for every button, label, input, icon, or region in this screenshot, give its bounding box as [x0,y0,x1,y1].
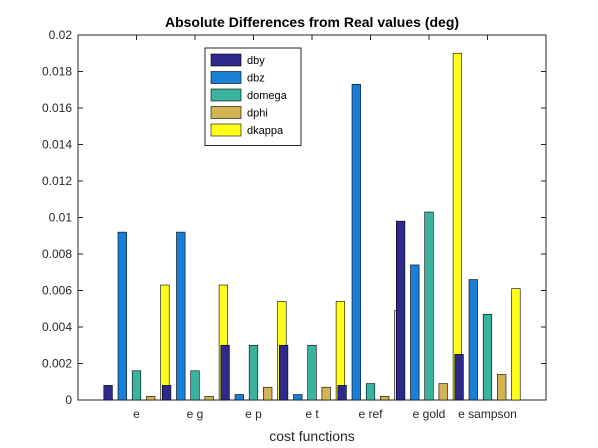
bar-dby [454,354,464,401]
legend-swatch-dkappa [210,123,242,137]
legend-label-dbz: dbz [247,73,265,85]
bar-domega [190,370,200,401]
bar-dby [395,220,406,401]
bar-dby [103,385,113,401]
bar-series-group [103,52,521,401]
legend-label-domega: domega [247,90,288,102]
bar-dphi [263,386,273,401]
bar-dby [220,344,230,401]
bar-dbz [234,394,244,401]
y-tick-label: 0.01 [49,211,73,225]
y-tick-label: 0.016 [42,101,72,115]
bar-dphi [321,386,331,401]
legend-label-dby: dby [247,55,265,67]
bar-dby [162,385,172,401]
x-tick-label: e ref [358,407,383,421]
x-axis-label: cost functions [269,428,355,444]
legend-swatch-dphi [210,106,242,119]
x-tick-label: e sampson [458,407,517,421]
y-tick-label: 0.018 [42,65,72,79]
x-tick-label: e t [305,407,319,421]
bar-dby [337,385,347,401]
x-tick-label: e g [187,407,204,421]
legend-swatch-dby [210,53,242,67]
legend-label-dkappa: dkappa [247,125,284,137]
y-tick-label: 0.02 [49,28,73,42]
y-tick-label: 0.006 [42,284,72,298]
x-axis: e e g e p e t e ref e gold e sampson [133,35,517,421]
bar-dphi [438,383,448,401]
bar-dphi [204,396,214,401]
legend-swatch-dbz [210,71,242,84]
bar-dbz [176,231,186,401]
bar-domega [307,344,317,401]
bar-dkappa [452,52,463,401]
y-axis: 0 0.002 0.004 0.006 0.008 0.01 0.012 0.014 0.016… [42,28,546,407]
x-tick-label: e gold [413,407,446,421]
bar-dphi [146,396,156,401]
y-tick-label: 0.002 [42,357,72,371]
legend-label-dphi: dphi [247,108,268,120]
chart-title: Absolute Differences from Real values (d… [165,14,459,30]
bar-domega [424,211,434,401]
bar-dkappa [511,288,521,401]
y-tick-label: 0.004 [42,320,72,334]
bar-domega [482,313,493,401]
bar-dphi [497,374,507,401]
legend: dby dbz domega dphi dkappa [204,47,302,146]
y-tick-label: 0.008 [42,247,72,261]
plot-area [77,34,547,401]
bar-dby [278,344,289,401]
bar-domega [248,344,259,401]
x-tick-label: e p [245,407,262,421]
bar-dbz [351,83,361,401]
legend-swatch-domega [210,88,242,102]
x-tick-label: e [133,407,140,421]
bar-dbz [293,394,303,401]
bar-dbz [117,231,127,401]
bar-dbz [468,279,478,401]
bar-dphi [380,396,390,401]
y-tick-label: 0 [65,393,72,407]
bar-dbz [410,264,420,401]
bar-domega [365,383,376,401]
bar-dkappa [160,284,170,401]
y-tick-label: 0.012 [42,174,72,188]
bar-domega [131,370,142,401]
y-tick-label: 0.014 [42,138,72,152]
